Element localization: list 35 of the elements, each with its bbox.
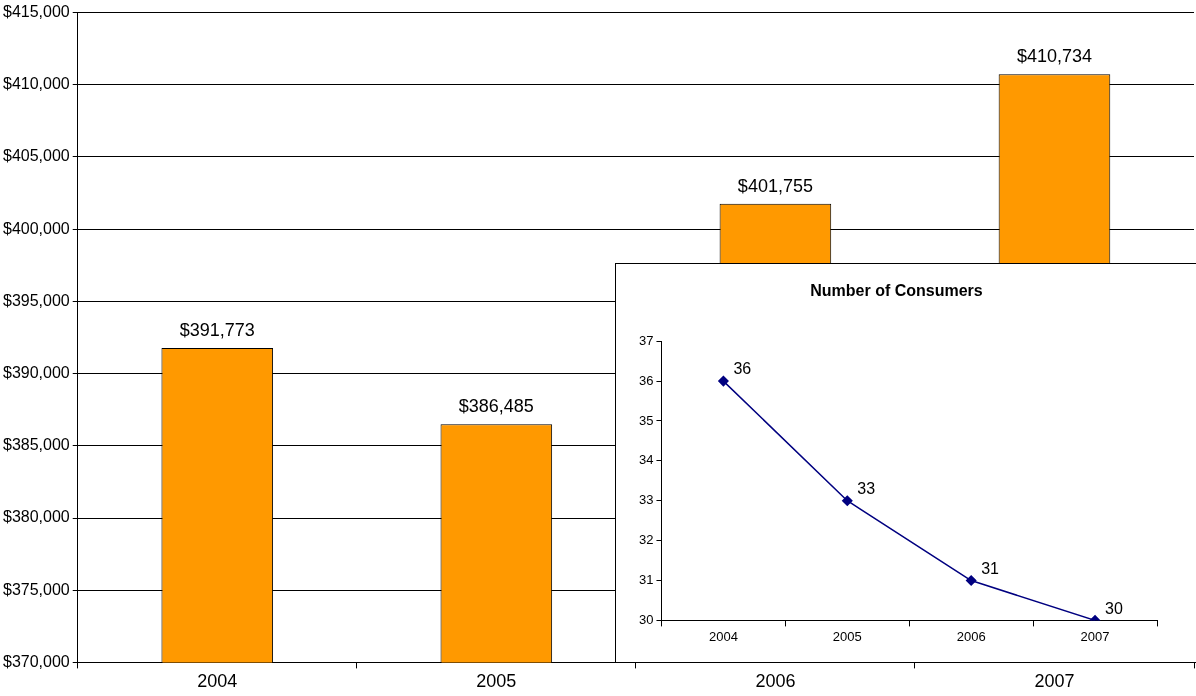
data-label: 33 (857, 480, 876, 498)
data-label: $401,755 (737, 175, 813, 196)
data-label: 36 (733, 360, 752, 378)
y-tick-label: $400,000 (3, 219, 70, 237)
y-tick-label: 34 (638, 452, 654, 468)
x-tick-label: 2004 (708, 628, 738, 644)
data-label: $386,485 (458, 396, 534, 417)
y-tick-label: 31 (638, 572, 654, 588)
x-tick-label: 2007 (1034, 671, 1075, 692)
y-tick-label: $390,000 (3, 364, 70, 382)
y-tick-label: 30 (638, 611, 654, 627)
y-tick-label: 37 (638, 332, 654, 348)
y-tick-label: $395,000 (3, 291, 70, 309)
y-tick-label: $415,000 (3, 3, 70, 21)
x-tick-label: 2006 (956, 628, 986, 644)
x-tick-label: 2005 (476, 671, 517, 692)
y-tick-label: $405,000 (3, 147, 70, 165)
y-tick-label: $410,000 (3, 75, 70, 93)
y-tick-label: 32 (638, 532, 654, 548)
x-tick-label: 2005 (832, 628, 862, 644)
y-tick-label: $370,000 (3, 652, 70, 670)
data-label: 30 (1105, 599, 1123, 617)
data-label: 31 (981, 559, 1000, 577)
chart-title: Number of Consumers (810, 282, 983, 300)
data-label: $410,734 (1016, 46, 1093, 67)
y-tick-label: 36 (638, 372, 654, 388)
y-tick-label: $380,000 (3, 508, 70, 526)
y-tick-label: 35 (638, 412, 654, 428)
x-tick-label: 2007 (1080, 628, 1110, 644)
x-tick-label: 2006 (755, 671, 796, 692)
data-label: $391,773 (179, 319, 255, 340)
y-tick-label: $385,000 (3, 436, 70, 454)
x-tick-label: 2004 (197, 671, 238, 692)
y-tick-label: 33 (638, 492, 654, 508)
y-tick-label: $375,000 (3, 580, 70, 598)
